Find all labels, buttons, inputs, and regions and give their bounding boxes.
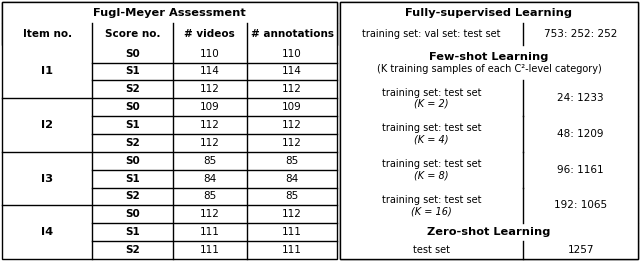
- Text: S0: S0: [125, 156, 140, 166]
- Text: 111: 111: [282, 245, 302, 255]
- Text: 112: 112: [282, 209, 302, 219]
- Text: 112: 112: [200, 209, 220, 219]
- Text: 111: 111: [200, 227, 220, 237]
- Text: 112: 112: [282, 138, 302, 148]
- Text: I3: I3: [41, 174, 53, 183]
- Text: 111: 111: [200, 245, 220, 255]
- Text: 112: 112: [200, 84, 220, 94]
- Text: training set: test set: training set: test set: [382, 159, 481, 169]
- Text: 110: 110: [282, 49, 302, 59]
- Text: 112: 112: [282, 120, 302, 130]
- Text: S0: S0: [125, 102, 140, 112]
- Text: S1: S1: [125, 120, 140, 130]
- Text: 114: 114: [200, 67, 220, 76]
- Text: S0: S0: [125, 49, 140, 59]
- Text: 85: 85: [285, 191, 299, 201]
- Bar: [340, 152, 638, 187]
- Bar: [340, 2, 638, 23]
- Text: I2: I2: [41, 120, 53, 130]
- Text: training set: test set: training set: test set: [382, 87, 481, 98]
- Text: S2: S2: [125, 245, 140, 255]
- Text: Zero-shot Learning: Zero-shot Learning: [428, 227, 550, 237]
- Text: 85: 85: [285, 156, 299, 166]
- Text: test set: test set: [413, 245, 450, 255]
- Bar: [340, 80, 638, 116]
- Text: S1: S1: [125, 174, 140, 183]
- Text: 109: 109: [282, 102, 302, 112]
- Text: # videos: # videos: [184, 29, 236, 39]
- Text: (K = 8): (K = 8): [414, 170, 449, 180]
- Text: I4: I4: [41, 227, 53, 237]
- Text: S1: S1: [125, 67, 140, 76]
- Text: (K = 16): (K = 16): [411, 206, 452, 216]
- Text: (K training samples of each C²-level category): (K training samples of each C²-level cat…: [376, 64, 602, 74]
- Text: # annotations: # annotations: [250, 29, 333, 39]
- Text: 112: 112: [200, 138, 220, 148]
- Text: 192: 1065: 192: 1065: [554, 200, 607, 210]
- Text: S2: S2: [125, 84, 140, 94]
- Text: 96: 1161: 96: 1161: [557, 165, 604, 175]
- Text: S0: S0: [125, 209, 140, 219]
- Text: 111: 111: [282, 227, 302, 237]
- Text: I1: I1: [41, 67, 53, 76]
- Text: 112: 112: [200, 120, 220, 130]
- Text: 753: 252: 252: 753: 252: 252: [544, 29, 618, 39]
- Text: (K = 2): (K = 2): [414, 99, 449, 109]
- Bar: [340, 187, 638, 223]
- Text: 109: 109: [200, 102, 220, 112]
- Bar: [340, 45, 638, 80]
- Text: 48: 1209: 48: 1209: [557, 129, 604, 139]
- Bar: [2, 23, 337, 45]
- Text: S1: S1: [125, 227, 140, 237]
- Text: 1257: 1257: [568, 245, 594, 255]
- Text: S2: S2: [125, 138, 140, 148]
- Text: 84: 84: [285, 174, 299, 183]
- Bar: [340, 2, 638, 259]
- Bar: [340, 223, 638, 241]
- Bar: [340, 116, 638, 152]
- Text: training set: val set: test set: training set: val set: test set: [362, 29, 500, 39]
- Text: S2: S2: [125, 191, 140, 201]
- Bar: [2, 2, 337, 259]
- Text: 85: 85: [204, 191, 216, 201]
- Text: Score no.: Score no.: [105, 29, 161, 39]
- Text: Fully-supervised Learning: Fully-supervised Learning: [406, 8, 572, 18]
- Bar: [2, 2, 337, 23]
- Text: Fugl-Meyer Assessment: Fugl-Meyer Assessment: [93, 8, 246, 18]
- Text: 112: 112: [282, 84, 302, 94]
- Text: Item no.: Item no.: [22, 29, 72, 39]
- Text: (K = 4): (K = 4): [414, 135, 449, 145]
- Text: 114: 114: [282, 67, 302, 76]
- Text: Few-shot Learning: Few-shot Learning: [429, 51, 548, 62]
- Bar: [340, 241, 638, 259]
- Text: training set: test set: training set: test set: [382, 123, 481, 133]
- Text: 84: 84: [204, 174, 216, 183]
- Text: 110: 110: [200, 49, 220, 59]
- Text: 24: 1233: 24: 1233: [557, 93, 604, 103]
- Bar: [340, 23, 638, 45]
- Text: training set: test set: training set: test set: [382, 195, 481, 205]
- Text: 85: 85: [204, 156, 216, 166]
